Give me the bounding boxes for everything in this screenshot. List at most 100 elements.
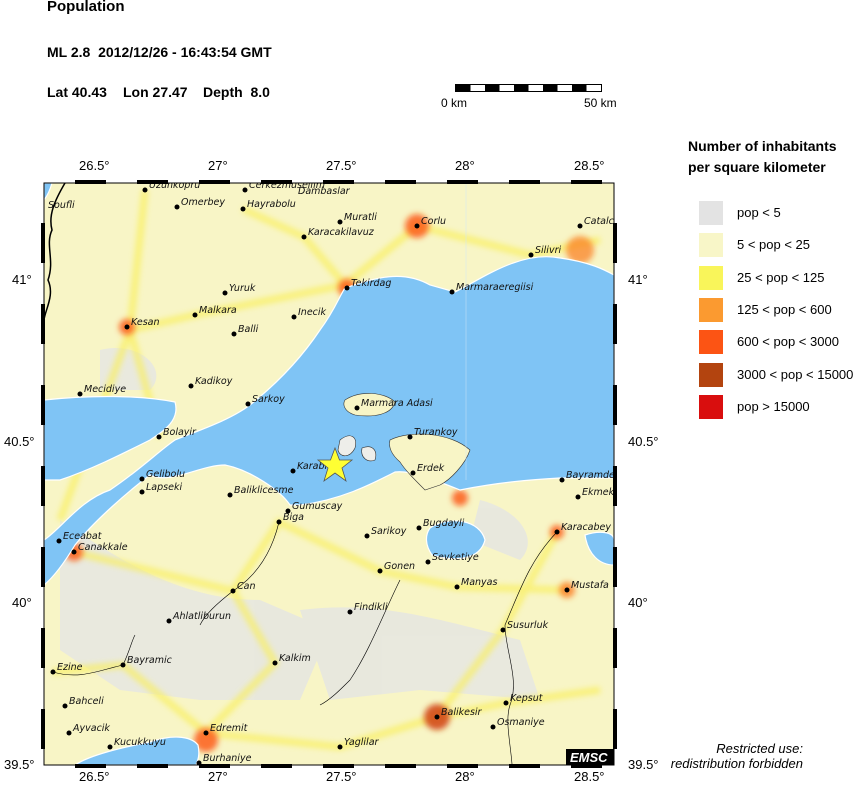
- frame-tick-bar: [571, 180, 602, 184]
- frame-tick-bar: [613, 223, 617, 263]
- city-label: Marmara Adasi: [361, 398, 433, 409]
- lake-manyas: [425, 520, 486, 560]
- lon-tick-bottom: 27.5°: [326, 769, 357, 784]
- lat-tick-right: 41°: [628, 272, 648, 287]
- frame-tick-bar: [613, 628, 617, 668]
- legend-title-line2: per square kilometer: [688, 159, 826, 175]
- city-dot: [577, 223, 583, 229]
- city-dot: [377, 568, 383, 574]
- city-label: Can: [237, 581, 255, 592]
- city-dot: [276, 519, 282, 525]
- gulf-of-saros: [44, 395, 177, 481]
- country-border: [44, 183, 66, 321]
- epicenter-star-icon[interactable]: [316, 446, 354, 483]
- city-label: Turankoy: [414, 427, 458, 438]
- lon-tick-bottom: 27°: [208, 769, 228, 784]
- city-label: Erdek: [417, 463, 445, 474]
- kapidag-peninsula: [389, 433, 471, 491]
- city-dot: [414, 223, 420, 229]
- legend-swatch: [699, 201, 723, 225]
- city-label: Gelibolu: [146, 469, 185, 480]
- city-label: Karacabey: [561, 522, 611, 533]
- city-dot: [62, 703, 68, 709]
- emsc-watermark: EMSC: [570, 750, 608, 765]
- lat-tick-left: 40°: [12, 595, 32, 610]
- frame-tick-bar: [447, 180, 478, 184]
- city-label: Kadikoy: [195, 376, 233, 387]
- city-label: Gumuscay: [292, 501, 343, 512]
- frame-tick-bar: [137, 180, 168, 184]
- city-dot: [66, 730, 72, 736]
- city-dot: [272, 660, 278, 666]
- legend-label: 25 < pop < 125: [737, 269, 825, 285]
- emsc-watermark-bg: [566, 749, 614, 765]
- city-dot: [301, 234, 307, 240]
- frame-tick-bar: [137, 764, 168, 768]
- city-label: Hayrabolu: [247, 199, 296, 210]
- frame-tick-bar: [447, 764, 478, 768]
- city-dot: [449, 289, 455, 295]
- frame-tick-bar: [261, 764, 292, 768]
- sea-of-marmara: [44, 256, 614, 586]
- event-info: ML 2.8 2012/12/26 - 16:43:54 GMT: [47, 44, 272, 60]
- city-dot: [410, 470, 416, 476]
- legend-label: 5 < pop < 25: [737, 237, 811, 253]
- lake-ulubat: [584, 531, 614, 566]
- city-dot: [500, 627, 506, 633]
- frame-ticks: [41, 180, 617, 768]
- city-dot: [77, 391, 83, 397]
- usage-note-line1: Restricted use:: [716, 741, 803, 756]
- frame-tick-bar: [385, 764, 416, 768]
- lon-label: Lon 27.47: [123, 84, 188, 100]
- city-dot: [528, 252, 534, 258]
- depth-label: Depth 8.0: [203, 84, 270, 100]
- city-label: Sarikoy: [371, 526, 407, 537]
- city-dot: [230, 588, 236, 594]
- city-dot: [425, 559, 431, 565]
- city-label: Kesan: [131, 317, 160, 328]
- city-dot: [291, 314, 297, 320]
- city-dot: [364, 533, 370, 539]
- frame-tick-bar: [613, 466, 617, 506]
- city-label: Karacakilavuz: [308, 227, 375, 238]
- frame-tick-bar: [509, 764, 540, 768]
- usage-note: Restricted use: redistribution forbidden: [640, 741, 803, 771]
- city-dot: [290, 468, 296, 474]
- city-dot: [231, 331, 237, 337]
- city-dot: [242, 187, 248, 193]
- city-label: Balli: [238, 324, 259, 335]
- frame-tick-bar: [75, 764, 106, 768]
- city-dot: [285, 508, 291, 514]
- city-dot: [344, 285, 350, 291]
- legend-swatch: [699, 297, 723, 322]
- city-label: Bayramdere: [566, 470, 625, 481]
- city-dot: [337, 219, 343, 225]
- city-label: Gonen: [384, 561, 415, 572]
- city-label: Ezine: [57, 662, 83, 673]
- city-label: Silivri: [535, 245, 561, 256]
- city-label: Kalkim: [279, 653, 311, 664]
- city-dot: [139, 489, 145, 495]
- city-dot: [203, 730, 209, 736]
- city-label: Uzunkopru: [149, 180, 200, 191]
- frame-tick-bar: [41, 709, 45, 749]
- frame-tick-bar: [571, 764, 602, 768]
- city-dot: [227, 492, 233, 498]
- river: [319, 579, 401, 706]
- lon-tick-bottom: 28°: [455, 769, 475, 784]
- city-dot: [554, 529, 560, 535]
- frame-tick-bar: [75, 180, 106, 184]
- city-label: Omerbey: [181, 197, 225, 208]
- lon-tick-top: 26.5°: [79, 158, 110, 173]
- city-label: Kepsut: [510, 693, 544, 704]
- city-dot: [337, 744, 343, 750]
- city-label: Bayramic: [127, 655, 173, 666]
- city-label: Mecidiye: [84, 384, 126, 395]
- legend-swatch: [699, 330, 723, 355]
- city-dot: [416, 525, 422, 531]
- city-label: Catalca: [584, 216, 620, 227]
- city-dot: [142, 187, 148, 193]
- city-label: Bahceli: [69, 696, 104, 707]
